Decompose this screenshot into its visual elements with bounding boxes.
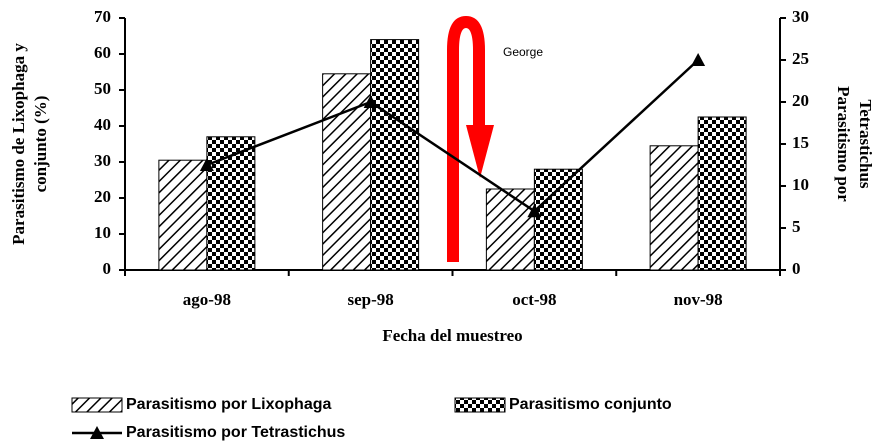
legend-label: Parasitismo conjunto bbox=[509, 396, 672, 413]
bar bbox=[698, 117, 746, 270]
y-tick-label: 30 bbox=[94, 151, 111, 170]
x-tick-label: nov-98 bbox=[674, 290, 723, 309]
bar bbox=[650, 146, 698, 270]
y2-tick-label: 20 bbox=[792, 91, 809, 110]
y2-tick-label: 25 bbox=[792, 49, 809, 68]
y2-axis-title: Parasitismo por bbox=[834, 86, 853, 202]
line-marker bbox=[691, 53, 705, 66]
y-tick-label: 60 bbox=[94, 43, 111, 62]
legend-label: Parasitismo por Lixophaga bbox=[126, 396, 331, 413]
bar bbox=[486, 189, 534, 270]
annotation: George bbox=[503, 45, 543, 59]
legend-swatch bbox=[455, 398, 505, 412]
bar bbox=[159, 160, 207, 270]
bar bbox=[371, 40, 419, 270]
y-tick-label: 20 bbox=[94, 187, 111, 206]
y-tick-label: 10 bbox=[94, 223, 111, 242]
x-axis-title: Fecha del muestreo bbox=[382, 326, 522, 345]
x-tick-label: ago-98 bbox=[183, 290, 231, 309]
legend-swatch bbox=[72, 398, 122, 412]
y2-tick-label: 0 bbox=[792, 259, 801, 278]
y-axis-title: conjunto (%) bbox=[31, 96, 50, 193]
x-tick-label: oct-98 bbox=[512, 290, 556, 309]
y-axis-title: Parasitismo de Lixophaga y bbox=[9, 43, 28, 245]
bar bbox=[534, 169, 582, 270]
y2-tick-label: 30 bbox=[792, 7, 809, 26]
y-tick-label: 50 bbox=[94, 79, 111, 98]
bar bbox=[323, 74, 371, 270]
y2-tick-label: 5 bbox=[792, 217, 801, 236]
legend-label: Parasitismo por Tetrastichus bbox=[126, 424, 345, 441]
y-tick-label: 40 bbox=[94, 115, 111, 134]
chart: 0 10 20 30 40 50 60 70 0 5 10 15 20 25 30 Fecha del mue… bbox=[0, 0, 885, 444]
y2-tick-label: 15 bbox=[792, 133, 809, 152]
x-tick-label: sep-98 bbox=[347, 290, 393, 309]
y-tick-label: 70 bbox=[94, 7, 111, 26]
y-tick-label: 0 bbox=[103, 259, 112, 278]
y2-tick-label: 10 bbox=[792, 175, 809, 194]
y2-axis-title: Tetrastichus bbox=[856, 99, 875, 188]
